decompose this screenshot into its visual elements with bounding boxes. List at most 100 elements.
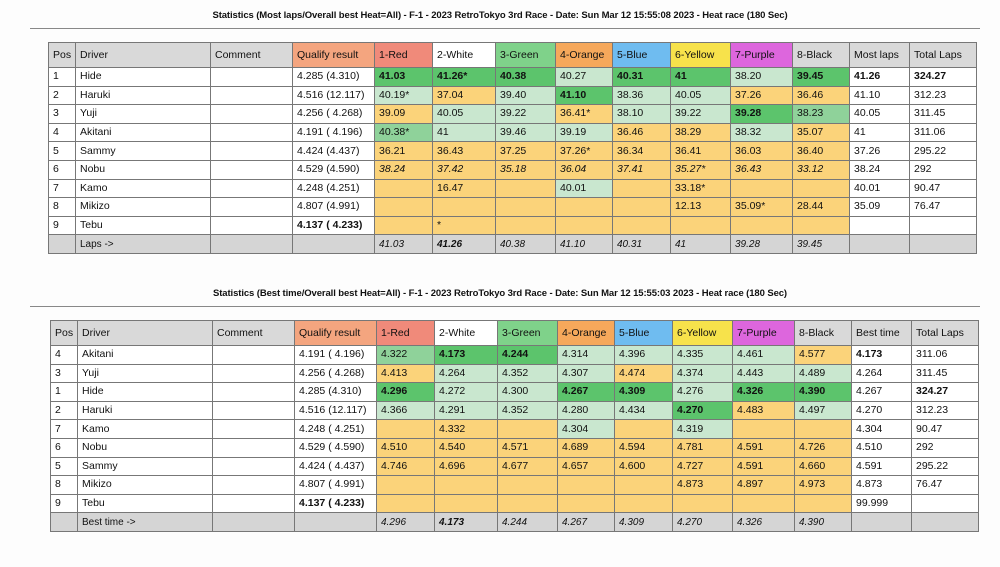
heat-cell: 4.390 <box>794 382 852 402</box>
header-most-laps: Most laps <box>849 42 910 68</box>
heat-cell: 41 <box>432 122 496 143</box>
heat-cell: 33.12 <box>792 159 850 180</box>
heat-cell: 35.18 <box>495 159 556 180</box>
comment-cell <box>210 159 293 180</box>
header-pos: Pos <box>50 320 78 346</box>
driver-cell: Mikizo <box>77 475 213 495</box>
heat-cell: 37.26 <box>730 85 793 106</box>
most-laps-cell: 40.05 <box>849 104 910 124</box>
footer-heat-best: 40.38 <box>495 234 556 254</box>
heat-cell: 36.03 <box>730 141 793 161</box>
header-best-time: Best time <box>851 320 912 346</box>
heat-cell: 4.461 <box>732 345 795 365</box>
qualify-cell: 4.248 ( 4.251) <box>294 419 377 439</box>
heat-cell <box>495 197 556 217</box>
heat-cell <box>794 493 852 514</box>
comment-cell <box>212 363 295 384</box>
heat-cell <box>612 178 671 199</box>
title-divider <box>30 306 980 307</box>
heat-cell: 36.43 <box>730 159 793 180</box>
pos-cell: 4 <box>50 345 78 365</box>
heat-cell: 38.20 <box>730 67 793 87</box>
driver-cell: Sammy <box>75 141 211 161</box>
heat-cell: 4.510 <box>376 437 435 458</box>
comment-cell <box>210 104 293 124</box>
footer-heat-best: 41 <box>670 234 731 254</box>
most-laps-cell: 35.09 <box>849 197 910 217</box>
total-laps-cell: 90.47 <box>909 178 977 199</box>
total-laps-cell: 311.06 <box>911 345 979 365</box>
heat-cell <box>495 215 556 236</box>
comment-cell <box>210 197 293 217</box>
header-driver: Driver <box>75 42 211 68</box>
comment-cell <box>212 382 295 402</box>
heat-cell: 4.309 <box>614 382 673 402</box>
footer-row: Best time -> 4.296 4.173 4.244 4.267 4.3… <box>50 512 979 532</box>
footer-spacer <box>212 512 295 532</box>
pos-cell: 6 <box>48 159 76 180</box>
heat-cell: 4.280 <box>557 400 615 421</box>
heat-cell: 40.19* <box>374 85 433 106</box>
heat-cell <box>794 419 852 439</box>
heat-cell: 37.42 <box>432 159 496 180</box>
header-heat-purple: 7-Purple <box>730 42 793 68</box>
best-time-cell: 4.267 <box>851 382 912 402</box>
driver-cell: Hide <box>75 67 211 87</box>
driver-cell: Tebu <box>77 493 213 514</box>
best-time-cell: 4.173 <box>851 345 912 365</box>
heat-cell: 4.264 <box>434 363 498 384</box>
pos-cell: 8 <box>48 197 76 217</box>
header-heat-orange: 4-Orange <box>555 42 613 68</box>
heat-cell: 39.22 <box>495 104 556 124</box>
footer-spacer <box>292 234 375 254</box>
heat-cell <box>374 215 433 236</box>
driver-cell: Hide <box>77 382 213 402</box>
total-laps-cell: 76.47 <box>911 475 979 495</box>
table-row: 4 Akitani 4.191 ( 4.196) 4.322 4.173 4.2… <box>50 345 979 365</box>
heat-cell <box>612 197 671 217</box>
heat-cell <box>672 493 733 514</box>
most-laps-cell: 41 <box>849 122 910 143</box>
heat-cell <box>374 197 433 217</box>
table-row: 2 Haruki 4.516 (12.117) 4.366 4.291 4.35… <box>50 400 979 421</box>
comment-cell <box>212 437 295 458</box>
comment-cell <box>210 141 293 161</box>
header-heat-yellow: 6-Yellow <box>672 320 733 346</box>
heat-cell: 4.727 <box>672 456 733 477</box>
heat-cell: 38.24 <box>374 159 433 180</box>
heat-cell <box>732 493 795 514</box>
heat-cell: 40.05 <box>432 104 496 124</box>
heat-cell: 4.677 <box>497 456 558 477</box>
heat-cell <box>432 197 496 217</box>
footer-heat-best: 40.31 <box>612 234 671 254</box>
heat-cell: 4.696 <box>434 456 498 477</box>
heat-cell <box>555 215 613 236</box>
heat-cell <box>434 493 498 514</box>
table-row: 6 Nobu 4.529 ( 4.590) 4.510 4.540 4.571 … <box>50 437 979 458</box>
heat-cell: 12.13 <box>670 197 731 217</box>
driver-cell: Nobu <box>75 159 211 180</box>
pos-cell: 5 <box>50 456 78 477</box>
best-time-cell: 4.270 <box>851 400 912 421</box>
sheet-title: Statistics (Best time/Overall best Heat=… <box>212 288 787 299</box>
table-row: 2 Haruki 4.516 (12.117) 40.19* 37.04 39.… <box>48 85 977 106</box>
heat-cell: 40.01 <box>555 178 613 199</box>
pos-cell: 7 <box>48 178 76 199</box>
heat-cell <box>730 215 793 236</box>
heat-cell: 4.591 <box>732 456 795 477</box>
table-row: 9 Tebu 4.137 ( 4.233) 99.999 <box>50 493 979 514</box>
heat-cell <box>612 215 671 236</box>
driver-cell: Kamo <box>75 178 211 199</box>
total-laps-cell: 311.06 <box>909 122 977 143</box>
heat-cell <box>614 475 673 495</box>
pos-cell: 3 <box>48 104 76 124</box>
heat-cell: 4.726 <box>794 437 852 458</box>
most-laps-cell: 38.24 <box>849 159 910 180</box>
heat-cell: 36.41 <box>670 141 731 161</box>
heat-cell: 36.40 <box>792 141 850 161</box>
heat-cell: 4.270 <box>672 400 733 421</box>
footer-spacer <box>50 512 78 532</box>
heat-cell: 33.18* <box>670 178 731 199</box>
heat-cell: 4.291 <box>434 400 498 421</box>
footer-row: Laps -> 41.03 41.26 40.38 41.10 40.31 41… <box>48 234 977 254</box>
